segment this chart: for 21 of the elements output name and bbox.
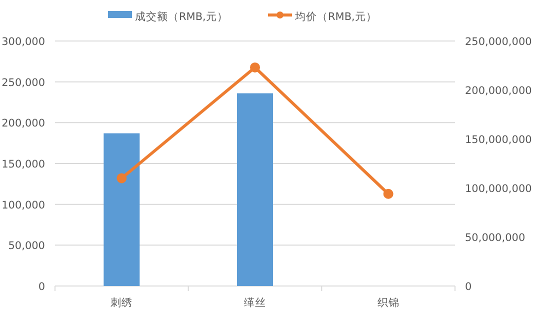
point: [116, 173, 127, 184]
y-tick-label: 150,000: [2, 158, 45, 170]
x-tick-label: 缂丝: [244, 296, 266, 309]
x-tick-label: 刺绣: [110, 296, 133, 309]
y2-tick-label: 100,000,000: [465, 183, 532, 195]
y-tick-label: 200,000: [2, 118, 45, 130]
y2-tick-label: 250,000,000: [465, 36, 532, 48]
x-tick-label: 织锦: [377, 297, 400, 309]
y-tick-label: 50,000: [8, 240, 45, 252]
point: [250, 62, 260, 72]
y2-tick-label: 150,000,000: [465, 134, 532, 146]
y2-tick-label: 50,000,000: [465, 232, 526, 244]
point: [383, 188, 394, 199]
legend-label: 成交额（RMB,元）: [135, 10, 228, 23]
legend-label: 均价（RMB,元）: [294, 11, 377, 23]
y2-tick-label: 200,000,000: [465, 85, 532, 97]
y2-tick-label: 0: [465, 281, 472, 293]
y-tick-label: 250,000: [2, 76, 45, 89]
y-tick-label: 100,000: [2, 199, 45, 212]
y-tick-label: 300,000: [2, 36, 45, 48]
y-tick-label: 0: [38, 281, 45, 293]
